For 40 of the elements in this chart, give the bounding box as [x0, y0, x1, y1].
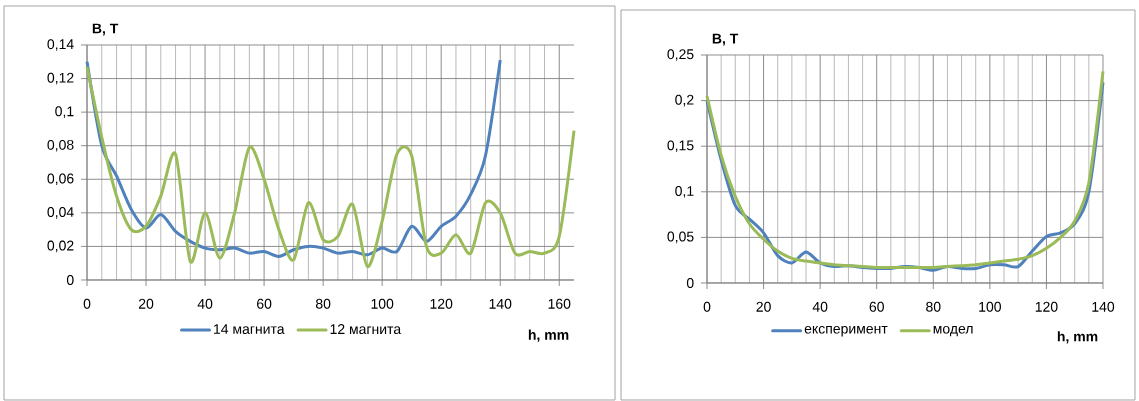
legend-label: експеримент	[804, 325, 888, 337]
y-tick-label: 0,05	[667, 231, 694, 244]
x-tick-label: 140	[489, 298, 512, 309]
x-tick-label: 0	[703, 301, 711, 312]
x-tick-label: 60	[257, 298, 272, 309]
x-tick-label: 40	[812, 301, 828, 312]
y-tick-label: 0,06	[47, 173, 74, 186]
legend-label: 14 магнита	[214, 324, 285, 334]
y-tick-label: 0,02	[47, 240, 74, 253]
y-tick-label: 0,25	[667, 49, 694, 61]
line-series	[85, 65, 576, 269]
x-tick-label: 100	[371, 298, 394, 309]
x-tick-label: 20	[138, 298, 154, 309]
x-axis-title: h, mm	[528, 329, 569, 342]
x-tick-label: 0	[83, 298, 91, 309]
y-tick-label: 0,1	[675, 186, 694, 198]
x-tick-label: 100	[979, 301, 1001, 312]
x-axis-title: h, mm	[1057, 331, 1098, 344]
legend-label: модел	[933, 325, 973, 337]
x-tick-label: 60	[869, 301, 884, 312]
y-axis-title: B, T	[92, 23, 119, 36]
y-tick-label: 0	[686, 278, 694, 288]
x-tick-label: 160	[548, 298, 571, 309]
legend-label: 12 магнита	[330, 324, 402, 335]
y-tick-label: 0,2	[675, 94, 694, 107]
x-tick-label: 140	[1092, 301, 1115, 312]
y-tick-label: 0	[66, 275, 74, 285]
y-tick-label: 0,1	[55, 106, 74, 118]
y-tick-label: 0,14	[47, 39, 74, 51]
y-axis-title: B, T	[712, 33, 739, 46]
x-tick-label: 20	[756, 301, 771, 312]
y-tick-label: 0,08	[47, 139, 74, 152]
y-tick-label: 0,12	[47, 72, 74, 85]
x-tick-label: 80	[315, 298, 331, 309]
x-tick-label: 120	[430, 298, 453, 309]
y-tick-label: 0,15	[667, 140, 694, 152]
x-tick-label: 40	[197, 298, 213, 309]
x-tick-label: 80	[926, 301, 941, 312]
x-tick-label: 120	[1035, 301, 1058, 312]
y-tick-label: 0,04	[47, 207, 74, 219]
